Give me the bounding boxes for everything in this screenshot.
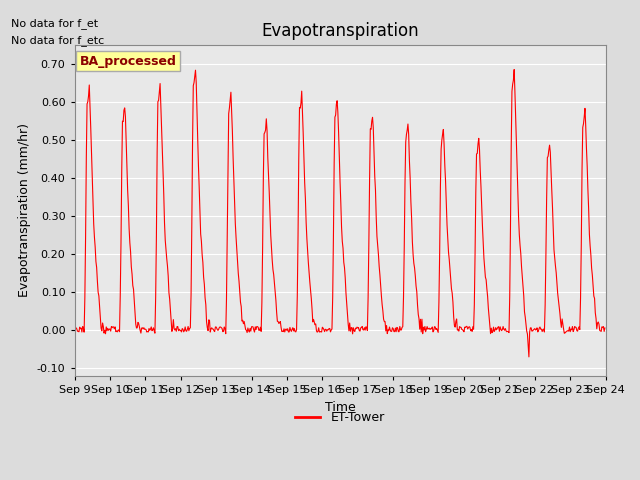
Text: No data for f_et: No data for f_et — [11, 18, 98, 29]
Text: BA_processed: BA_processed — [80, 55, 177, 68]
Text: No data for f_etc: No data for f_etc — [11, 35, 104, 46]
Y-axis label: Evapotranspiration (mm/hr): Evapotranspiration (mm/hr) — [19, 123, 31, 297]
Legend: ET-Tower: ET-Tower — [291, 406, 390, 429]
X-axis label: Time: Time — [324, 400, 355, 413]
Title: Evapotranspiration: Evapotranspiration — [261, 22, 419, 40]
